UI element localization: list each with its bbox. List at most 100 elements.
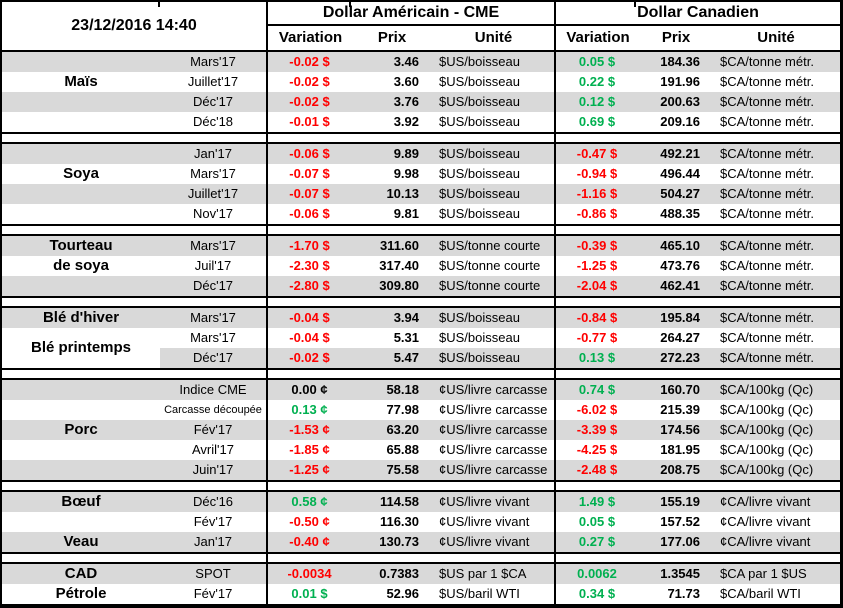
us-price: 116.30 (379, 514, 419, 529)
section-tourteau: Tourteau Mars'17 -1.70 $ 311.60 $US/tonn… (2, 236, 840, 296)
us-unit: ¢US/livre carcasse (439, 382, 548, 397)
contract-month: Déc'17 (192, 94, 234, 109)
ca-unit: $CA par 1 $US (720, 566, 807, 581)
ca-unit: $CA/tonne métr. (720, 278, 814, 293)
ca-unit: $CA/tonne métr. (720, 146, 814, 161)
ca-variation: -0.39 $ (554, 236, 638, 256)
us-price: 3.76 (393, 94, 419, 109)
ca-variation: 0.74 $ (554, 380, 638, 400)
contract-month: Jan'17 (194, 534, 232, 549)
us-group-title: Dollar Américain - CME (268, 2, 554, 26)
contract-month: Mars'17 (190, 330, 236, 345)
table-row: Bœuf Déc'16 0.58 ¢ 114.58 ¢US/livre viva… (2, 492, 840, 512)
contract-month: SPOT (195, 566, 231, 581)
section-label (2, 276, 160, 296)
us-price: 10.13 (386, 186, 419, 201)
contract-month: Mars'17 (190, 166, 236, 181)
table-row: Fév'17 -0.50 ¢ 116.30 ¢US/livre vivant 0… (2, 512, 840, 532)
us-variation: -1.25 ¢ (266, 460, 351, 480)
section-label (2, 52, 160, 72)
ca-variation: -3.39 $ (554, 420, 638, 440)
us-price: 5.31 (393, 330, 419, 345)
us-unit: $US/boisseau (439, 330, 520, 345)
us-unit: $US/boisseau (439, 146, 520, 161)
ca-price: 264.27 (660, 330, 700, 345)
header-timestamp: 23/12/2016 14:40 (71, 17, 197, 34)
us-unit: $US/boisseau (439, 350, 520, 365)
us-price: 77.98 (386, 402, 419, 417)
ca-unit: $CA/tonne métr. (720, 350, 814, 365)
column-tick (634, 2, 636, 7)
ca-variation: 0.27 $ (554, 532, 638, 552)
ca-price: 200.63 (660, 94, 700, 109)
us-price: 9.98 (393, 166, 419, 181)
table-row: Nov'17 -0.06 $ 9.81 $US/boisseau -0.86 $… (2, 204, 840, 224)
section-separator (2, 368, 840, 380)
contract-month: Juillet'17 (187, 186, 239, 201)
table-row: Blé printemps Mars'17 -0.04 $ 5.31 $US/b… (2, 328, 840, 356)
ca-price: 215.39 (660, 402, 700, 417)
us-unit: $US/boisseau (439, 94, 520, 109)
ca-group-header: Dollar Canadien Variation Prix Unité (554, 2, 840, 50)
contract-month: Déc'16 (192, 494, 234, 509)
section-label (2, 112, 160, 132)
section-label (2, 184, 160, 204)
ca-unit: $CA/tonne métr. (720, 238, 814, 253)
contract-month: Fév'17 (193, 514, 233, 529)
us-col-header-variation: Variation (278, 29, 343, 46)
us-variation: 0.58 ¢ (266, 492, 351, 512)
table-row: Juin'17 -1.25 ¢ 75.58 ¢US/livre carcasse… (2, 460, 840, 480)
section-label (2, 460, 160, 480)
us-price: 3.94 (393, 310, 419, 325)
ca-variation: -0.84 $ (554, 308, 638, 328)
ca-unit: $CA/100kg (Qc) (720, 402, 814, 417)
us-unit: $US/boisseau (439, 310, 520, 325)
table-row: Juillet'17 -0.07 $ 10.13 $US/boisseau -1… (2, 184, 840, 204)
us-unit: ¢US/livre carcasse (439, 422, 548, 437)
us-variation: -1.53 ¢ (266, 420, 351, 440)
us-price: 52.96 (386, 586, 419, 601)
table-row: CAD SPOT -0.0034 0.7383 $US par 1 $CA 0.… (2, 564, 840, 584)
contract-month: Mars'17 (190, 238, 236, 253)
us-unit: $US/boisseau (439, 54, 520, 69)
ca-variation: -0.77 $ (554, 328, 638, 348)
ca-unit: $CA/tonne métr. (720, 114, 814, 129)
table-row: Pétrole Fév'17 0.01 $ 52.96 $US/baril WT… (2, 584, 840, 604)
us-price: 9.81 (393, 206, 419, 221)
ca-price: 71.73 (667, 586, 700, 601)
table-row: Déc'18 -0.01 $ 3.92 $US/boisseau 0.69 $ … (2, 112, 840, 132)
ca-variation: 1.49 $ (554, 492, 638, 512)
ca-variation: 0.13 $ (554, 348, 638, 368)
table-row: Soya Mars'17 -0.07 $ 9.98 $US/boisseau -… (2, 164, 840, 184)
table-row: Blé d'hiver Mars'17 -0.04 $ 3.94 $US/boi… (2, 308, 840, 328)
ca-price: 181.95 (660, 442, 700, 457)
us-unit: $US/tonne courte (439, 238, 541, 253)
table-row: Avril'17 -1.85 ¢ 65.88 ¢US/livre carcass… (2, 440, 840, 460)
us-unit: ¢US/livre vivant (439, 514, 530, 529)
ca-price: 157.52 (660, 514, 700, 529)
ca-price: 184.36 (660, 54, 700, 69)
ca-unit: ¢CA/livre vivant (720, 514, 811, 529)
contract-month: Carcasse découpée (164, 404, 262, 416)
ca-price: 488.35 (660, 206, 700, 221)
ca-unit: $CA/tonne métr. (720, 258, 814, 273)
section-label: Porc (64, 421, 98, 438)
ca-unit: $CA/100kg (Qc) (720, 442, 814, 457)
us-price: 3.46 (393, 54, 419, 69)
section-label (2, 440, 160, 460)
ca-variation: -2.48 $ (554, 460, 638, 480)
us-price: 58.18 (386, 382, 419, 397)
us-variation: -0.06 $ (266, 144, 351, 164)
ca-price: 496.44 (660, 166, 700, 181)
section-separator (2, 480, 840, 492)
ca-unit: $CA/100kg (Qc) (720, 422, 814, 437)
contract-month: Mars'17 (190, 54, 236, 69)
contract-month: Indice CME (179, 382, 247, 397)
us-variation: -1.85 ¢ (266, 440, 351, 460)
us-col-header-prix: Prix (377, 29, 407, 46)
us-variation: -0.07 $ (266, 184, 351, 204)
section-cad-petrole: CAD SPOT -0.0034 0.7383 $US par 1 $CA 0.… (2, 564, 840, 604)
ca-price: 195.84 (660, 310, 700, 325)
us-variation: -0.02 $ (266, 92, 351, 112)
ca-variation: -0.86 $ (554, 204, 638, 224)
